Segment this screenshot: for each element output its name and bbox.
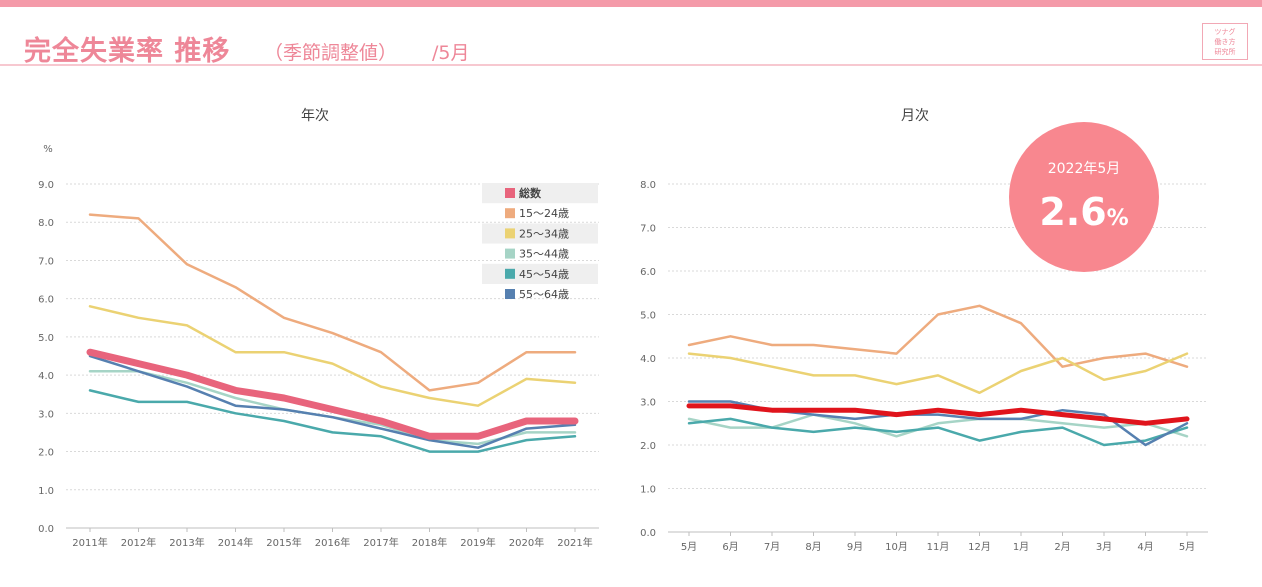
y-tick-label: 2.0 [640,441,656,452]
month-tag: /5月 [432,42,470,64]
legend-label: 45〜54歳 [519,268,569,281]
x-tick-label: 6月 [722,541,738,553]
y-tick-label: 6.0 [640,267,656,278]
x-tick-label: 2月 [1054,541,1070,553]
legend-label: 総数 [519,186,542,200]
legend-swatch [505,268,515,279]
y-tick-label: 8.0 [640,180,656,191]
x-tick-label: 10月 [885,541,908,553]
x-tick-label: 5月 [681,541,697,553]
logo-line: ツナグ [1214,28,1236,36]
header-divider [0,64,1262,66]
logo-line: 働き方 [1214,38,1236,46]
badge-value: 2.6% [1039,190,1128,234]
y-tick-label: 5.0 [38,333,54,344]
badge-label: 2022年5月 [1048,161,1121,177]
x-tick-label: 2011年 [72,536,107,549]
x-tick-label: 2013年 [169,536,204,549]
y-tick-label: 4.0 [38,371,54,382]
y-tick-label: 7.0 [640,224,656,235]
series-line-55〜64歳 [88,354,577,449]
x-tick-label: 5月 [1179,541,1195,553]
y-tick-label: 4.0 [640,354,656,365]
series-line-15〜24歳 [687,304,1189,368]
chart-title: 年次 [301,108,329,124]
x-tick-label: 2014年 [218,536,253,549]
x-tick-label: 4月 [1137,541,1153,553]
page-title: 完全失業率 推移 [24,36,231,67]
legend-swatch [505,188,515,198]
legend-swatch [505,289,515,299]
series-line-45〜54歳 [687,417,1189,447]
x-tick-label: 2015年 [266,536,301,549]
series-line-total [86,348,579,440]
y-tick-label: 5.0 [640,311,656,322]
page-header: 完全失業率 推移 （季節調整値） /5月 ツナグ 働き方 研究所 [0,7,1262,67]
legend-swatch [505,228,515,239]
y-tick-label: 8.0 [38,218,54,229]
series-line-25〜34歳 [687,352,1189,395]
x-tick-label: 2019年 [460,536,495,549]
x-tick-label: 2016年 [315,536,350,549]
series-line-45〜54歳 [88,389,577,453]
x-tick-label: 7月 [764,541,780,553]
y-axis-unit-label: % [43,144,53,155]
y-tick-label: 3.0 [38,409,54,420]
x-tick-label: 11月 [927,541,950,553]
x-tick-label: 2018年 [412,536,447,549]
series-line-15〜24歳 [88,213,577,392]
y-tick-label: 0.0 [640,528,656,539]
legend-label: 15〜24歳 [519,207,569,220]
legend-label: 25〜34歳 [519,227,569,240]
x-tick-label: 8月 [805,541,821,553]
series-line-25〜34歳 [88,305,577,407]
legend-swatch [505,208,515,219]
x-tick-label: 2020年 [509,536,544,549]
brand-logo: ツナグ 働き方 研究所 [1202,23,1248,60]
chart-title: 月次 [901,108,929,124]
page-subtitle: （季節調整値） [264,42,398,64]
x-tick-label: 2017年 [363,536,398,549]
highlight-badge [1009,122,1159,272]
x-tick-label: 1月 [1013,541,1029,553]
x-tick-label: 12月 [968,541,991,553]
y-tick-label: 9.0 [38,180,54,191]
legend-label: 55〜64歳 [519,288,569,301]
y-tick-label: 2.0 [38,448,54,459]
y-tick-label: 0.0 [38,524,54,535]
y-tick-label: 3.0 [640,398,656,409]
y-tick-label: 7.0 [38,256,54,267]
top-accent-bar [0,0,1262,7]
series-line-total [686,403,1190,426]
x-tick-label: 2012年 [121,536,156,549]
y-tick-label: 6.0 [38,295,54,306]
y-tick-label: 1.0 [38,486,54,497]
legend-label: 35〜44歳 [519,248,569,261]
legend-swatch [505,248,515,259]
logo-line: 研究所 [1214,48,1236,56]
y-tick-label: 1.0 [640,485,656,496]
x-tick-label: 3月 [1096,541,1112,553]
x-tick-label: 9月 [847,541,863,553]
x-tick-label: 2021年 [557,536,592,549]
